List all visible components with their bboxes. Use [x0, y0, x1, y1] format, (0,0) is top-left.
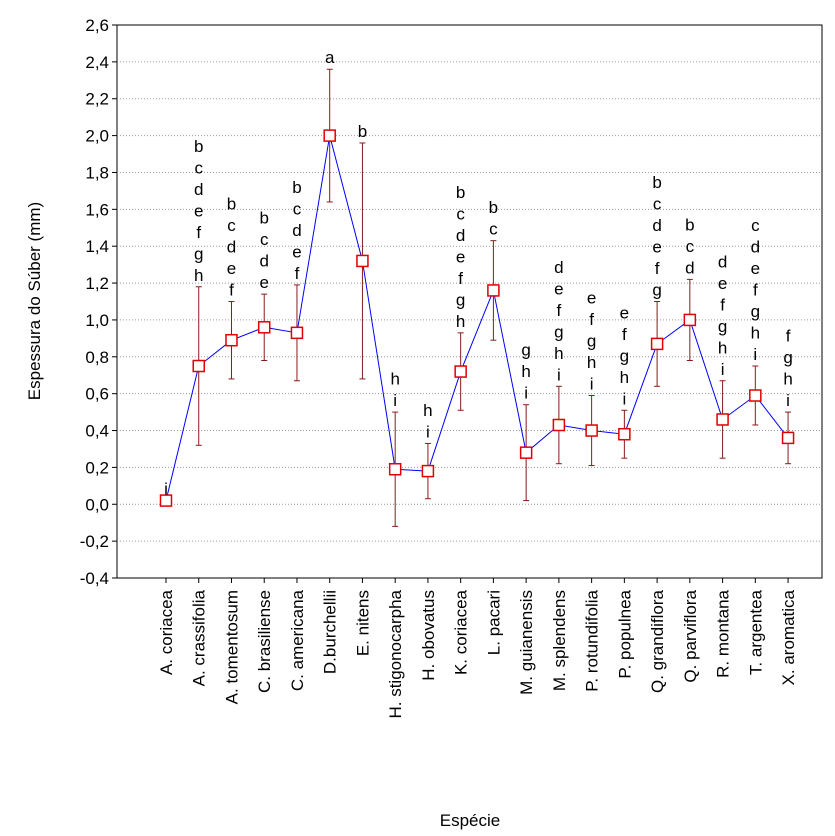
y-tick-label: 1,2: [85, 274, 109, 293]
x-tick-label: Q. parviflora: [681, 589, 700, 682]
x-tick-label: M. splendens: [550, 590, 569, 691]
x-tick-label: A. tomentosum: [222, 590, 241, 704]
group-label: b: [358, 122, 367, 141]
marker: [781, 431, 795, 445]
marker: [225, 333, 238, 347]
x-tick-label: E. nitens: [353, 590, 372, 656]
marker: [683, 313, 697, 327]
x-tick-label: M. guianensis: [517, 590, 536, 695]
x-tick-label: P. rotundifolia: [583, 589, 602, 691]
y-axis-label: Espessura do Súber (mm): [25, 202, 44, 400]
x-tick-label: T. argentea: [746, 589, 765, 675]
x-tick-label: H. obovatus: [419, 590, 438, 681]
y-tick-label: 0,6: [85, 385, 109, 404]
y-tick-label: 2,6: [85, 16, 109, 35]
x-tick-label: C. brasiliense: [255, 590, 274, 693]
y-tick-label: 2,4: [85, 53, 109, 72]
marker: [356, 254, 369, 268]
y-tick-label: 0,4: [85, 422, 109, 441]
y-tick-label: 1,8: [85, 163, 109, 182]
x-tick-label: D.burchellii: [321, 590, 340, 674]
x-tick-label: K. coriacea: [452, 589, 471, 675]
marker: [585, 424, 598, 437]
x-tick-label: R. montana: [714, 589, 733, 677]
marker: [552, 418, 566, 432]
marker: [650, 337, 664, 351]
marker: [323, 129, 336, 142]
marker: [519, 446, 533, 459]
marker: [454, 365, 467, 378]
marker: [159, 494, 173, 507]
plot-frame: [116, 24, 823, 579]
marker: [290, 326, 304, 340]
y-tick-label: 1,6: [85, 200, 109, 219]
x-tick-label: L. pacari: [484, 590, 503, 655]
y-tick-label: 0,0: [85, 495, 109, 514]
y-tick-label: 1,0: [85, 311, 109, 330]
marker: [257, 321, 271, 334]
marker: [716, 413, 729, 426]
x-tick-label: X. aromatica: [779, 589, 798, 685]
marker: [192, 359, 205, 373]
marker: [749, 389, 762, 402]
y-tick-label: 0,2: [85, 458, 109, 477]
y-tick-label: 2,2: [85, 90, 109, 109]
y-tick-label: 1,4: [85, 237, 109, 256]
group-label: a: [325, 48, 335, 67]
y-tick-label: -0,4: [80, 569, 109, 588]
x-tick-label: H. stigonocarpha: [386, 589, 405, 718]
y-tick-label: 2,0: [85, 127, 109, 146]
x-axis-label: Espécie: [440, 811, 500, 830]
marker: [421, 464, 435, 478]
marker: [618, 427, 631, 441]
y-tick-label: -0,2: [80, 532, 109, 551]
group-label: i: [164, 480, 168, 499]
marker: [388, 462, 402, 476]
marker: [487, 284, 500, 297]
x-tick-label: C. americana: [288, 589, 307, 691]
x-tick-label: A. crassifolia: [190, 589, 209, 686]
x-tick-label: P. populnea: [615, 589, 634, 678]
y-tick-label: 0,8: [85, 348, 109, 367]
x-tick-label: Q. grandiflora: [648, 589, 667, 693]
x-tick-label: A. coriacea: [157, 589, 176, 675]
